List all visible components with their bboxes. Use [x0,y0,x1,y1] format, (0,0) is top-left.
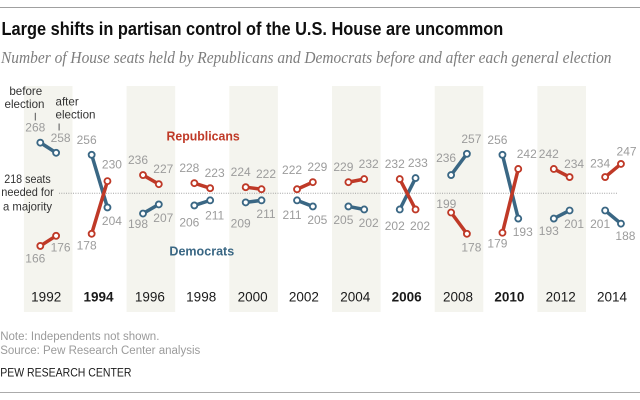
svg-text:207: 207 [153,211,173,225]
svg-text:222: 222 [282,163,302,177]
svg-text:202: 202 [410,219,430,233]
svg-text:198: 198 [128,217,148,231]
svg-text:233: 233 [408,156,428,170]
svg-text:232: 232 [359,157,379,171]
svg-text:Number of House seats held by: Number of House seats held by Republican… [0,48,611,67]
svg-text:205: 205 [307,213,327,227]
svg-text:258: 258 [51,131,71,145]
svg-text:209: 209 [231,216,251,230]
svg-text:2000: 2000 [238,290,268,305]
svg-text:2006: 2006 [392,290,423,305]
svg-text:1992: 1992 [31,290,61,305]
svg-text:2010: 2010 [494,290,524,305]
svg-text:Source: Pew Research Center an: Source: Pew Research Center analysis [0,345,200,357]
svg-text:201: 201 [590,217,610,231]
svg-text:election: election [5,98,45,111]
svg-text:176: 176 [51,241,71,255]
svg-text:268: 268 [25,121,45,135]
svg-text:166: 166 [25,251,45,265]
svg-text:193: 193 [513,225,533,239]
svg-text:242: 242 [517,147,537,161]
svg-text:a majority: a majority [3,200,52,214]
svg-text:234: 234 [564,157,584,171]
svg-text:2008: 2008 [443,290,473,305]
svg-text:256: 256 [77,133,97,147]
svg-text:204: 204 [102,214,122,228]
svg-text:after: after [56,96,79,109]
svg-text:2014: 2014 [597,290,628,305]
svg-text:224: 224 [231,165,251,179]
svg-text:202: 202 [385,219,405,233]
svg-text:227: 227 [153,162,173,176]
svg-text:206: 206 [179,216,199,230]
svg-text:202: 202 [359,216,379,230]
svg-text:229: 229 [333,160,353,174]
svg-text:256: 256 [487,133,507,147]
svg-text:178: 178 [461,240,481,254]
svg-text:223: 223 [205,166,225,180]
svg-text:Democrats: Democrats [169,244,234,259]
svg-text:before: before [9,85,42,98]
svg-text:1996: 1996 [135,290,165,305]
svg-text:Republicans: Republicans [167,129,240,144]
svg-text:PEW RESEARCH CENTER: PEW RESEARCH CENTER [0,366,131,380]
svg-text:205: 205 [333,213,353,227]
svg-text:201: 201 [564,217,584,231]
svg-text:178: 178 [77,239,97,253]
svg-text:211: 211 [282,208,301,222]
svg-text:2002: 2002 [289,290,319,305]
svg-text:228: 228 [179,161,199,175]
svg-text:needed for: needed for [1,185,54,199]
svg-text:199: 199 [436,197,456,211]
svg-text:Large shifts in partisan contr: Large shifts in partisan control of the … [2,18,504,39]
svg-text:229: 229 [307,160,327,174]
svg-text:234: 234 [590,157,610,171]
svg-text:188: 188 [615,229,635,243]
svg-text:election: election [56,108,96,121]
svg-text:222: 222 [256,167,276,181]
svg-text:257: 257 [461,132,481,146]
svg-text:2012: 2012 [546,290,576,305]
svg-text:193: 193 [539,224,559,238]
svg-text:211: 211 [205,208,224,222]
svg-text:211: 211 [256,207,275,221]
svg-text:218 seats: 218 seats [4,172,51,186]
svg-text:242: 242 [539,147,559,161]
svg-text:1994: 1994 [83,290,114,305]
svg-text:179: 179 [487,236,507,250]
svg-text:2004: 2004 [340,290,371,305]
svg-text:Note: Independents not shown.: Note: Independents not shown. [0,331,159,343]
svg-text:236: 236 [436,151,456,165]
svg-text:230: 230 [102,158,122,172]
svg-text:232: 232 [385,157,405,171]
svg-text:247: 247 [617,144,637,158]
svg-text:1998: 1998 [186,290,216,305]
svg-text:236: 236 [128,153,148,167]
